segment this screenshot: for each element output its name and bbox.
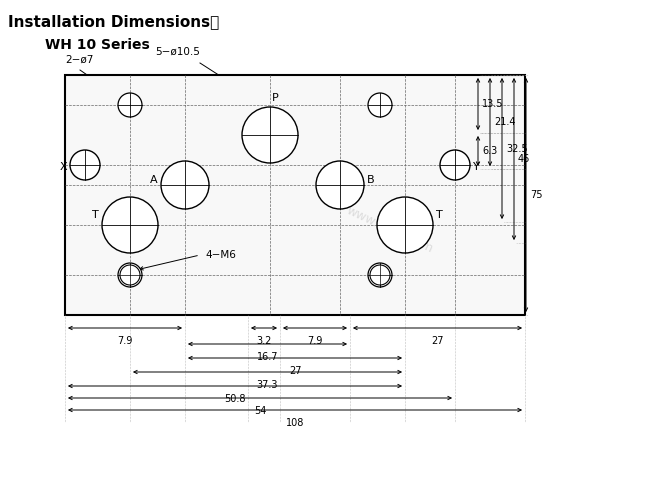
Circle shape [118,93,142,117]
Circle shape [368,263,392,287]
Text: 16.7: 16.7 [257,352,278,362]
Text: 21.4: 21.4 [494,117,515,127]
Text: 13.5: 13.5 [482,99,504,109]
Text: P: P [272,93,278,103]
Text: 5−ø10.5: 5−ø10.5 [155,47,200,57]
Text: B: B [367,175,374,185]
Text: 7.9: 7.9 [307,336,322,346]
Text: 50.8: 50.8 [224,394,246,404]
Circle shape [242,107,298,163]
Text: X: X [59,162,67,172]
Text: 108: 108 [286,418,304,428]
Circle shape [120,265,140,285]
Circle shape [70,150,100,180]
Text: www.heco.com: www.heco.com [344,204,436,256]
Text: Y: Y [473,162,480,172]
Circle shape [377,197,433,253]
Circle shape [161,161,209,209]
Text: Installation Dimensions：: Installation Dimensions： [8,14,219,29]
Text: 27: 27 [431,336,444,346]
Text: T: T [92,210,99,220]
Circle shape [118,263,142,287]
Text: 6.3: 6.3 [482,146,497,156]
Text: 2−ø7: 2−ø7 [65,55,94,65]
Text: 75: 75 [530,190,543,200]
Circle shape [370,265,390,285]
Text: 32.5: 32.5 [506,143,528,153]
Text: T: T [436,210,443,220]
Text: 3.2: 3.2 [256,336,272,346]
Circle shape [102,197,158,253]
Text: A: A [150,175,158,185]
Text: 4−M6: 4−M6 [205,250,236,260]
Text: 7.9: 7.9 [117,336,133,346]
Circle shape [368,93,392,117]
Circle shape [440,150,470,180]
Bar [65,75,525,315]
Text: 37.3: 37.3 [257,380,278,390]
Text: 46: 46 [518,154,530,164]
Text: WH 10 Series: WH 10 Series [45,38,150,52]
Circle shape [316,161,364,209]
Text: 27: 27 [289,366,301,376]
Text: 54: 54 [254,406,266,416]
